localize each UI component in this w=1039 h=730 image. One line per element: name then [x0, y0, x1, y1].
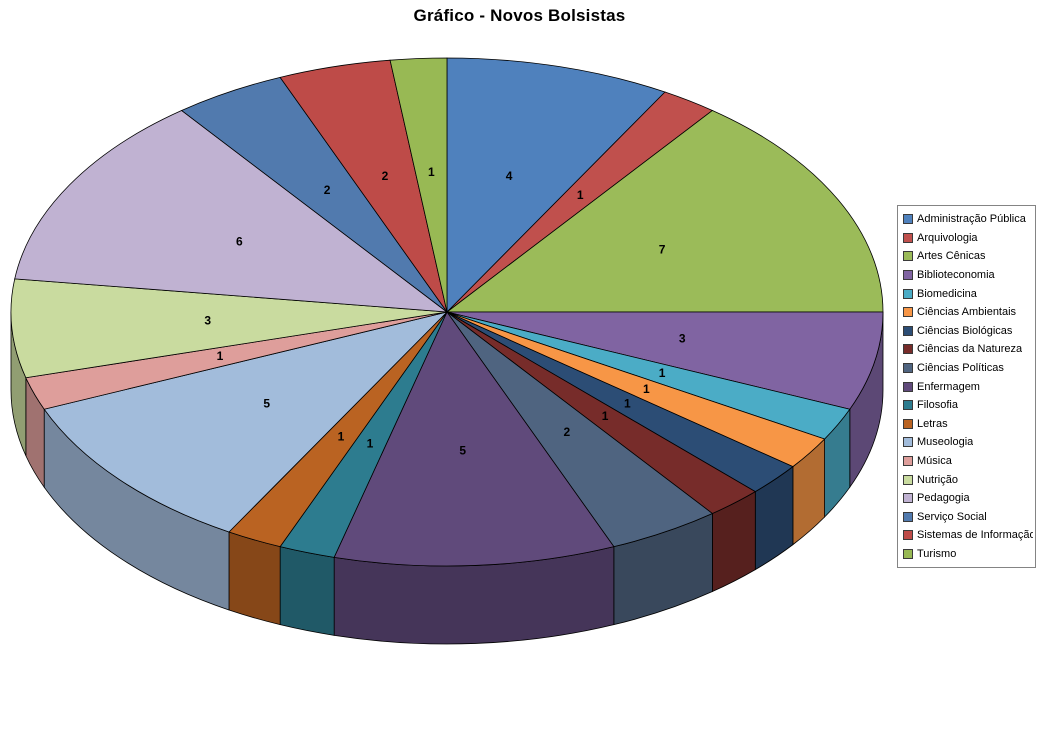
legend-label: Biomedicina [917, 287, 977, 300]
data-label: 1 [659, 366, 666, 380]
legend-item: Ciências Biológicas [900, 322, 1033, 341]
legend-swatch-icon [903, 232, 913, 243]
legend-item: Museologia [900, 433, 1033, 452]
legend-swatch-icon [903, 418, 913, 429]
legend-label: Administração Pública [917, 213, 1026, 226]
legend-label: Museologia [917, 436, 974, 449]
data-label: 5 [263, 396, 270, 410]
legend-label: Pedagogia [917, 492, 970, 505]
legend-swatch-icon [903, 344, 913, 355]
legend-label: Ciências da Natureza [917, 343, 1023, 356]
pie-slice-side [228, 531, 281, 626]
legend-swatch-icon [903, 363, 913, 374]
legend-label: Turismo [917, 547, 957, 560]
legend-label: Enfermagem [917, 380, 980, 393]
pie-slice [389, 57, 448, 313]
legend-item: Sistemas de Informação [900, 526, 1033, 545]
legend-item: Música [900, 452, 1033, 471]
data-label: 2 [324, 183, 331, 197]
data-label: 3 [679, 331, 686, 345]
legend-item: Ciências Ambientais [900, 303, 1033, 322]
legend-item: Biblioteconomia [900, 266, 1033, 285]
legend-label: Arquivologia [917, 231, 978, 244]
legend-swatch-icon [903, 270, 913, 281]
legend-item: Arquivologia [900, 229, 1033, 248]
data-label: 4 [506, 169, 513, 183]
legend-label: Nutrição [917, 473, 958, 486]
legend-label: Música [917, 455, 952, 468]
legend-item: Ciências Políticas [900, 359, 1033, 378]
legend-item: Enfermagem [900, 377, 1033, 396]
legend-label: Filosofia [917, 399, 958, 412]
data-label: 5 [459, 444, 466, 458]
legend-item: Filosofia [900, 396, 1033, 415]
legend-swatch-icon [903, 530, 913, 541]
legend-swatch-icon [903, 400, 913, 411]
legend-label: Ciências Ambientais [917, 306, 1017, 319]
legend-label: Biblioteconomia [917, 269, 995, 282]
legend-item: Pedagogia [900, 489, 1033, 508]
legend-label: Sistemas de Informação [917, 529, 1033, 542]
data-label: 2 [564, 425, 571, 439]
data-label: 1 [428, 165, 435, 179]
legend-swatch-icon [903, 511, 913, 522]
legend-swatch-icon [903, 251, 913, 262]
legend-swatch-icon [903, 437, 913, 448]
data-label: 1 [643, 382, 650, 396]
legend-swatch-icon [903, 214, 913, 225]
data-label: 6 [236, 234, 243, 248]
legend-item: Administração Pública [900, 210, 1033, 229]
data-label: 1 [602, 409, 609, 423]
legend-item: Ciências da Natureza [900, 340, 1033, 359]
data-label: 1 [367, 436, 374, 450]
data-label: 1 [217, 349, 224, 363]
pie-slice [333, 311, 615, 567]
legend-label: Ciências Políticas [917, 362, 1004, 375]
legend: Administração Pública Arquivologia Artes C… [897, 205, 1036, 569]
legend-label: Ciências Biológicas [917, 324, 1013, 337]
pie-slice [445, 110, 884, 313]
data-label: 1 [338, 429, 345, 443]
legend-swatch-icon [903, 456, 913, 467]
legend-swatch-icon [903, 474, 913, 485]
legend-item: Nutrição [900, 470, 1033, 489]
data-label: 2 [382, 169, 389, 183]
data-label: 3 [204, 313, 211, 327]
pie-slice [446, 311, 884, 410]
legend-label: Artes Cênicas [917, 250, 986, 263]
pie-slice [14, 110, 449, 313]
legend-item: Letras [900, 415, 1033, 434]
pie-slice [10, 278, 448, 379]
data-label: 1 [577, 188, 584, 202]
legend-swatch-icon [903, 307, 913, 318]
legend-item: Serviço Social [900, 508, 1033, 527]
data-label: 7 [659, 242, 666, 256]
legend-item: Turismo [900, 545, 1033, 564]
legend-swatch-icon [903, 325, 913, 336]
legend-swatch-icon [903, 493, 913, 504]
legend-swatch-icon [903, 288, 913, 299]
legend-label: Serviço Social [917, 510, 987, 523]
legend-swatch-icon [903, 381, 913, 392]
legend-label: Letras [917, 417, 948, 430]
pie-slice [43, 311, 449, 533]
pie-slice [446, 57, 666, 313]
legend-item: Artes Cênicas [900, 247, 1033, 266]
data-label: 1 [624, 396, 631, 410]
legend-swatch-icon [903, 548, 913, 559]
pie-slice-side [279, 546, 335, 636]
chart-title: Gráfico - Novos Bolsistas [413, 6, 626, 25]
legend-item: Biomedicina [900, 284, 1033, 303]
